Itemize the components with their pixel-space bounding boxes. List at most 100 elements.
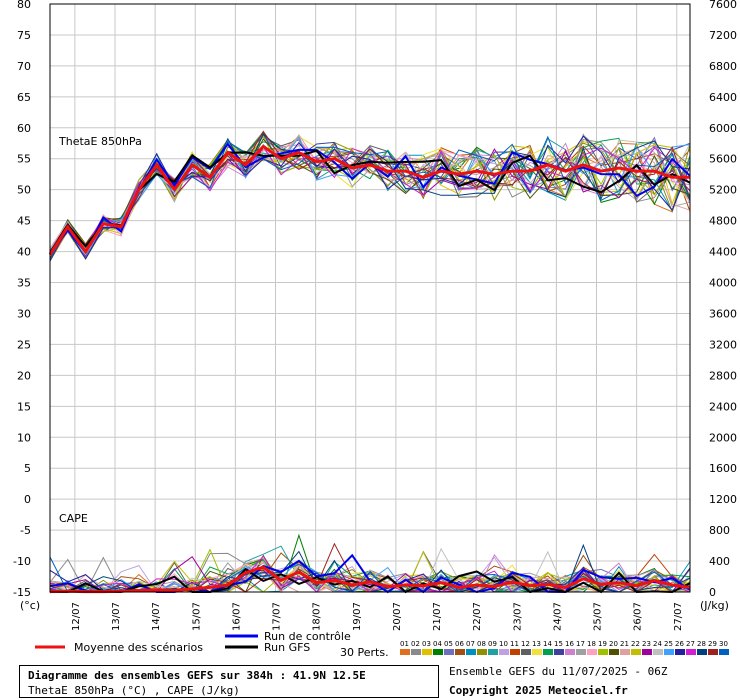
pert-id-label: 10 — [499, 640, 508, 648]
series-layer — [48, 130, 691, 594]
title-box — [19, 665, 439, 698]
member-26-thetae-line — [49, 135, 691, 260]
right-tick-label: 5600 — [709, 153, 737, 166]
left-tick-label: 25 — [17, 338, 31, 351]
pert-swatch — [466, 649, 476, 655]
right-tick-label: 6000 — [709, 122, 737, 135]
left-tick-label: 30 — [17, 307, 31, 320]
pert-id-label: 11 — [510, 640, 519, 648]
right-tick-label: 1600 — [709, 462, 737, 475]
pert-swatch — [499, 649, 509, 655]
right-tick-label: 7600 — [709, 0, 737, 11]
left-tick-label: 15 — [17, 400, 31, 413]
pert-swatch — [631, 649, 641, 655]
left-tick-label: 5 — [24, 462, 31, 475]
right-tick-label: 6800 — [709, 60, 737, 73]
pert-id-label: 17 — [576, 640, 585, 648]
left-unit-label: (°c) — [20, 599, 40, 612]
pert-id-label: 22 — [631, 640, 640, 648]
pert-swatch — [675, 649, 685, 655]
right-tick-label: 7200 — [709, 29, 737, 42]
footer-copyright: Copyright 2025 Meteociel.fr — [449, 684, 628, 697]
date-tick-label: 15/07 — [191, 602, 202, 631]
pert-id-label: 07 — [466, 640, 475, 648]
date-tick-label: 16/07 — [231, 602, 242, 631]
pert-swatch — [620, 649, 630, 655]
pert-swatch — [565, 649, 575, 655]
pert-id-label: 21 — [620, 640, 629, 648]
footer-run-info: Ensemble GEFS du 11/07/2025 - 06Z — [449, 665, 668, 678]
date-tick-label: 22/07 — [472, 602, 483, 631]
pert-swatch — [411, 649, 421, 655]
left-tick-label: -5 — [20, 524, 31, 537]
member-14-cape-line — [49, 558, 691, 593]
left-tick-label: 50 — [17, 184, 31, 197]
date-tick-label: 13/07 — [111, 602, 122, 631]
pert-swatch — [510, 649, 520, 655]
right-tick-label: 2400 — [709, 400, 737, 413]
pert-id-label: 03 — [422, 640, 431, 648]
pert-swatch — [554, 649, 564, 655]
date-tick-label: 26/07 — [633, 602, 644, 631]
panel-label-thetae: ThetaE 850hPa — [58, 135, 142, 148]
pert-swatch — [433, 649, 443, 655]
legend-gfs-label: Run GFS — [264, 641, 310, 654]
gfs-run-cape-line — [50, 567, 691, 594]
chart-grid — [50, 3, 690, 593]
date-tick-label: 25/07 — [593, 602, 604, 631]
pert-id-label: 25 — [664, 640, 673, 648]
pert-id-label: 15 — [554, 640, 563, 648]
pert-swatch — [576, 649, 586, 655]
date-tick-label: 19/07 — [352, 602, 363, 631]
pert-swatch — [708, 649, 718, 655]
pert-id-label: 06 — [455, 640, 464, 648]
right-tick-label: 400 — [709, 555, 730, 568]
right-tick-label: 4400 — [709, 246, 737, 259]
legend-mean-label: Moyenne des scénarios — [74, 641, 203, 654]
pert-swatch — [444, 649, 454, 655]
pert-id-label: 01 — [400, 640, 409, 648]
pert-swatch — [400, 649, 410, 655]
plot-frame — [49, 3, 691, 593]
pert-swatch — [488, 649, 498, 655]
date-tick-label: 20/07 — [392, 602, 403, 631]
pert-swatch — [686, 649, 696, 655]
pert-id-label: 26 — [675, 640, 684, 648]
footer-subtitle: ThetaE 850hPa (°C) , CAPE (J/kg) — [28, 684, 240, 697]
member-03-thetae-line — [49, 140, 691, 259]
pert-swatch — [664, 649, 674, 655]
right-tick-label: 5200 — [709, 184, 737, 197]
left-tick-label: 40 — [17, 246, 31, 259]
pert-swatch — [587, 649, 597, 655]
pert-id-label: 05 — [444, 640, 453, 648]
left-tick-label: 10 — [17, 431, 31, 444]
pert-swatch — [532, 649, 542, 655]
right-unit-label: (J/kg) — [700, 599, 729, 612]
pert-id-label: 14 — [543, 640, 552, 648]
footer-title: Diagramme des ensembles GEFS sur 384h : … — [28, 669, 366, 682]
pert-swatch — [642, 649, 652, 655]
pert-swatch — [455, 649, 465, 655]
member-30-thetae-line — [49, 135, 691, 261]
pert-swatch — [422, 649, 432, 655]
pert-swatch — [697, 649, 707, 655]
mean-cape-line — [49, 565, 691, 594]
right-tick-label: 4000 — [709, 277, 737, 290]
pert-id-label: 09 — [488, 640, 497, 648]
legend: Moyenne des scénarios Run de contrôle Ru… — [35, 630, 729, 659]
left-tick-label: -15 — [13, 586, 31, 599]
pert-swatch — [598, 649, 608, 655]
pert-id-label: 24 — [653, 640, 662, 648]
pert-id-label: 02 — [411, 640, 420, 648]
left-tick-label: 0 — [24, 493, 31, 506]
date-tick-label: 12/07 — [71, 602, 82, 631]
left-tick-label: 45 — [17, 215, 31, 228]
pert-id-label: 28 — [697, 640, 706, 648]
pert-id-label: 19 — [598, 640, 607, 648]
left-tick-label: 20 — [17, 369, 31, 382]
pert-swatch — [521, 649, 531, 655]
legend-perts-label: 30 Perts. — [340, 646, 389, 659]
pert-id-label: 08 — [477, 640, 486, 648]
